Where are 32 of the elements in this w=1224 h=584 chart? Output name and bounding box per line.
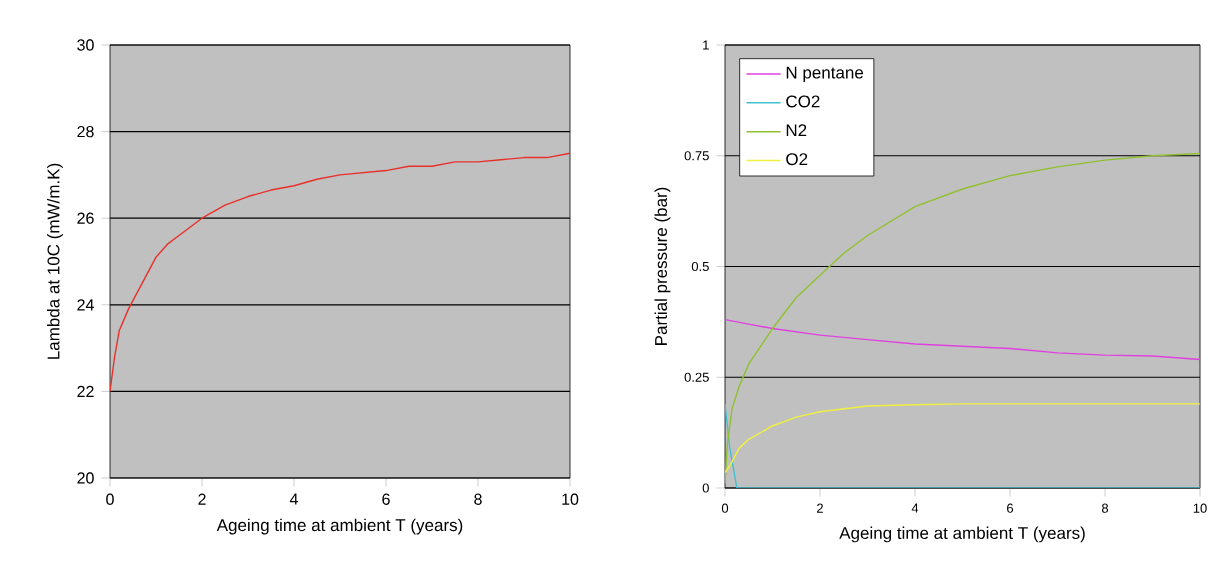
line-series (725, 318, 1201, 361)
legend-label: N2 (786, 124, 807, 137)
x-axis-title: Ageing time at ambient T (years) (216, 518, 463, 535)
x-tick-label: 6 (1007, 503, 1014, 513)
y-tick-label: 0.5 (691, 261, 709, 272)
legend-label: O2 (786, 153, 808, 166)
x-tick-label: 8 (474, 493, 482, 505)
y-tick-label: 26 (77, 212, 94, 224)
legend-label: N pentane (786, 66, 864, 82)
y-axis-title: Lambda at 10C (mW/m.K) (47, 163, 63, 359)
y-tick-label: 28 (77, 125, 94, 138)
y-tick-label: 20 (77, 472, 94, 484)
x-axis-title: Ageing time at ambient T (years) (839, 526, 1085, 543)
y-tick-label: 30 (77, 39, 94, 51)
x-tick-label: 4 (289, 493, 298, 505)
y-tick-label: 0.25 (684, 372, 709, 382)
x-tick-label: 6 (382, 493, 390, 505)
y-tick-label: 22 (77, 385, 94, 397)
x-tick-label: 2 (198, 493, 206, 505)
y-tick-label: 0.75 (684, 151, 709, 161)
x-tick-label: 0 (106, 493, 114, 505)
x-tick-label: 2 (817, 503, 823, 513)
x-tick-label: 10 (562, 493, 579, 505)
legend-label: CO2 (786, 95, 820, 108)
y-tick-label: 0 (702, 483, 709, 493)
x-tick-label: 10 (1193, 503, 1207, 513)
x-tick-label: 8 (1101, 503, 1109, 513)
y-tick-label: 1 (703, 40, 709, 50)
y-axis-title: Partial pressure (bar) (654, 187, 671, 345)
x-tick-label: 4 (911, 503, 919, 513)
y-tick-label: 24 (77, 299, 94, 311)
x-tick-label: 0 (721, 503, 729, 513)
